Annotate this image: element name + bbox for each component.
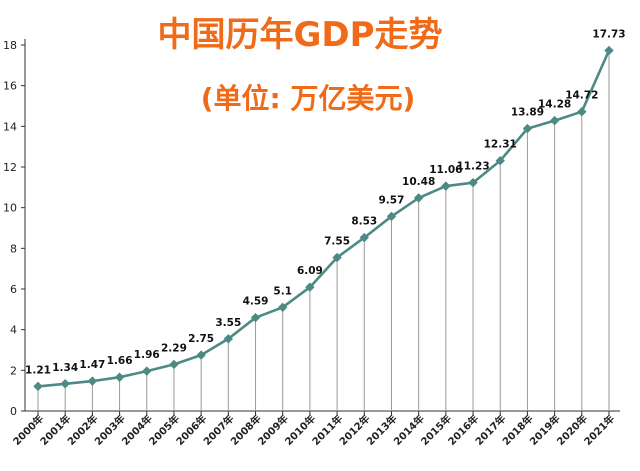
data-label: 11.06 [429,164,462,176]
data-point [250,312,261,323]
data-label: 8.53 [351,216,377,228]
y-tick-label: 18 [3,39,17,52]
data-point [332,252,342,263]
data-point [359,232,369,243]
data-label: 5.1 [273,285,292,297]
data-label: 1.47 [79,359,105,371]
data-label: 2.29 [161,342,187,354]
data-label: 14.28 [538,99,571,111]
y-tick-label: 8 [10,242,17,255]
data-label: 4.59 [243,296,269,308]
y-tick-label: 16 [3,80,17,93]
data-point [495,155,505,166]
data-label: 3.55 [215,317,241,329]
data-point [522,123,533,134]
data-point [386,211,397,222]
data-label: 9.57 [379,194,405,206]
y-tick-label: 10 [3,202,17,215]
data-label: 1.21 [25,364,51,376]
data-point [278,302,288,313]
drop-lines [37,50,610,411]
data-label: 10.48 [402,176,435,188]
data-point [604,45,614,56]
chart-subtitle: (单位: 万亿美元) [201,82,416,115]
data-point [33,381,43,392]
data-point [114,372,125,382]
data-label: 7.55 [324,235,350,247]
data-point [223,334,234,344]
chart-title: 中国历年GDP走势 [157,15,442,55]
data-point [142,366,152,376]
data-label: 1.34 [52,362,78,374]
y-tick-label: 4 [10,324,17,337]
data-point [305,282,315,292]
data-point [169,359,179,370]
data-label: 17.73 [592,28,625,40]
data-label: 2.75 [188,333,214,345]
titles: 中国历年GDP走势 (单位: 万亿美元) [157,15,442,115]
y-tick-label: 6 [10,283,17,296]
data-point [87,376,98,386]
data-point [60,379,70,389]
y-tick-label: 14 [3,120,17,133]
data-point [413,193,424,203]
y-tick-label: 2 [10,364,17,377]
data-labels: 1.21 1.34 1.47 1.661.962.292.753.554.59 5.1 6… [25,28,626,376]
data-label: 12.31 [484,139,517,151]
data-label: 11.23 [456,161,489,173]
data-point [549,115,560,126]
data-point [577,106,587,117]
x-tick-label: 2021年 [581,412,617,448]
y-tick-label: 0 [10,405,17,418]
series-group [33,45,614,392]
data-label: 14.72 [565,90,598,102]
data-point [468,177,478,188]
series-line [37,49,611,388]
data-label: 1.96 [134,349,160,361]
data-point [441,181,451,191]
data-point [196,350,206,360]
data-label: 13.89 [511,107,544,119]
data-label: 1.66 [107,355,133,367]
data-label: 6.09 [297,265,323,277]
y-tick-label: 12 [3,161,17,174]
